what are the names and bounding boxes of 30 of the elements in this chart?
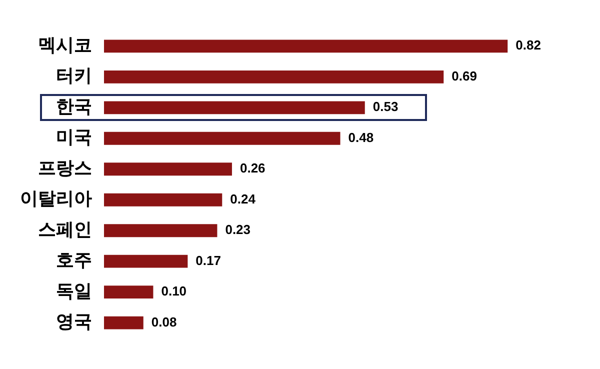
data-label: 0.24 [230,191,256,206]
data-label: 0.82 [516,38,541,53]
bar [104,254,188,268]
bar [104,162,232,176]
data-label: 0.69 [452,68,477,84]
y-tick-label: 영국 [56,312,92,332]
bar [104,193,222,206]
y-tick-label: 한국 [56,96,92,118]
bar [104,101,365,114]
y-tick-label: 터키 [56,66,92,87]
data-label: 0.23 [225,222,251,238]
y-tick-label: 미국 [56,127,92,148]
bar [104,316,144,330]
data-label: 0.48 [348,130,374,145]
bar [104,286,154,299]
y-tick-label: 이탈리아 [20,188,92,210]
bar [104,70,444,84]
y-tick-label: 프랑스 [38,158,92,179]
y-tick-label: 스페인 [38,219,92,240]
bar [104,224,218,238]
y-tick-label: 멕시코 [38,34,92,56]
data-label: 0.08 [151,314,177,330]
data-label: 0.10 [161,284,187,299]
data-label: 0.53 [372,99,398,114]
bar [104,132,340,145]
data-label: 0.26 [240,160,266,176]
y-tick-label: 독일 [56,280,92,302]
y-tick-label: 호주 [56,250,92,272]
bar [104,40,508,53]
data-label: 0.17 [196,252,221,268]
